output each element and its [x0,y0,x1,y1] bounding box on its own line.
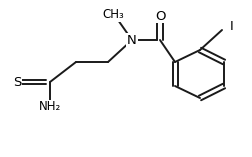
Text: NH₂: NH₂ [39,100,61,114]
Text: CH₃: CH₃ [102,8,124,22]
Text: N: N [127,33,137,46]
Text: I: I [230,19,234,32]
Text: S: S [13,76,21,89]
Text: O: O [155,10,165,22]
Text: N: N [127,33,137,46]
